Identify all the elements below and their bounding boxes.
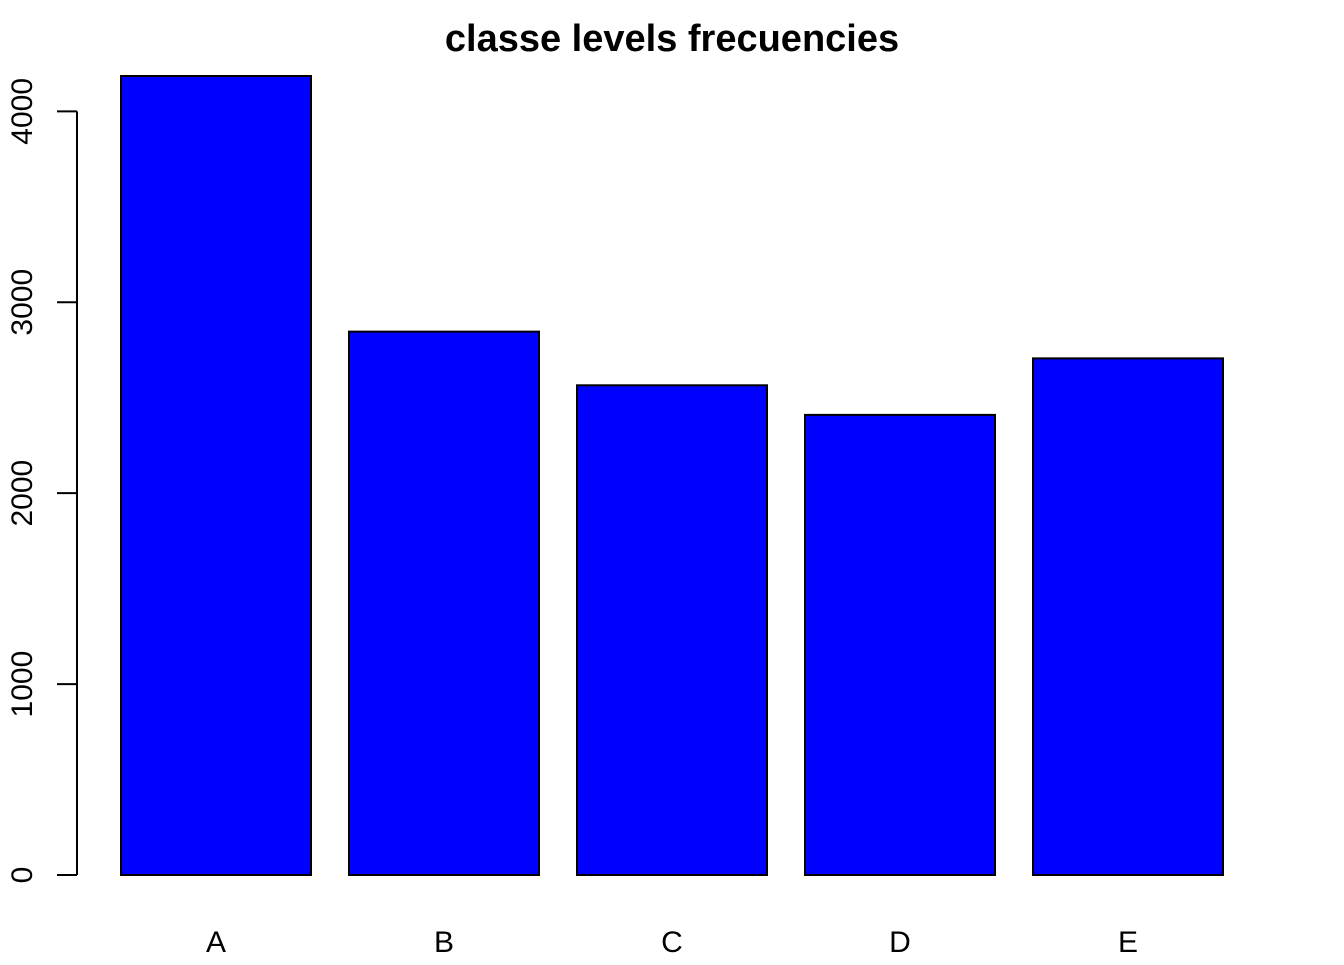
y-tick-label: 1000 <box>6 651 39 718</box>
bar-C <box>576 384 768 876</box>
chart-title: classe levels frecuencies <box>445 18 899 60</box>
bar-E <box>1032 357 1224 876</box>
y-tick-label: 2000 <box>6 460 39 527</box>
y-tick-label: 3000 <box>6 269 39 336</box>
x-tick-label: A <box>206 926 226 959</box>
x-tick-label: D <box>889 926 911 959</box>
y-tick-label: 0 <box>6 867 39 884</box>
x-tick-label: C <box>661 926 683 959</box>
y-axis: 0 1000 2000 3000 4000 <box>6 78 78 884</box>
y-tick-label: 4000 <box>6 78 39 145</box>
x-axis-labels: A B C D E <box>206 926 1138 959</box>
x-tick-label: B <box>434 926 454 959</box>
x-tick-label: E <box>1118 926 1138 959</box>
bar-B <box>348 330 540 876</box>
bar-A <box>120 75 312 876</box>
bar-D <box>804 413 996 876</box>
bars-layer <box>120 75 1224 876</box>
